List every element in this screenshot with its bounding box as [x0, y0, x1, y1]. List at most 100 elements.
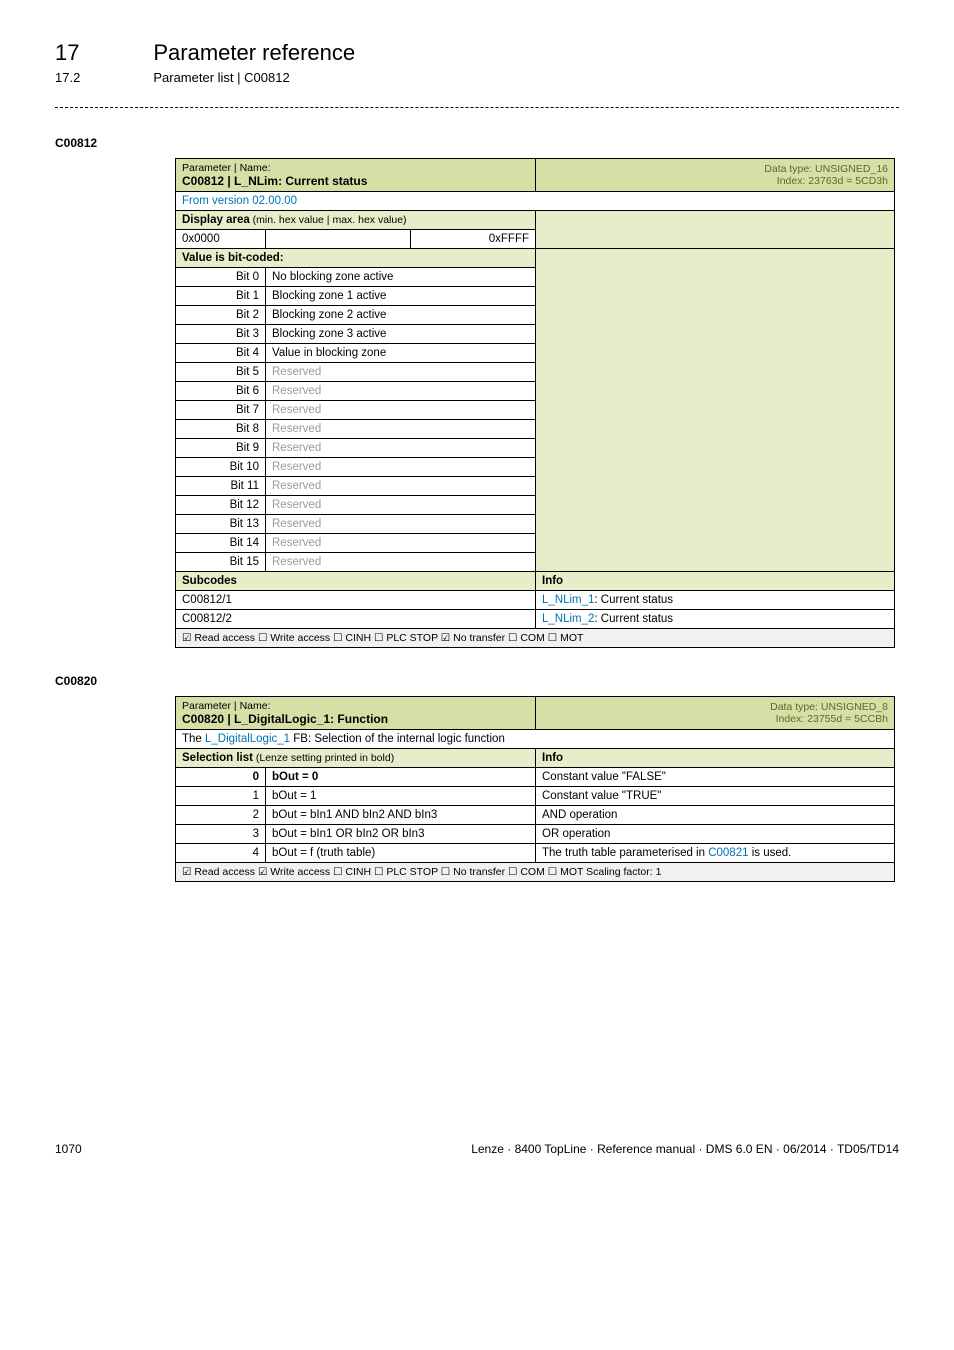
- chapter-title: Parameter reference: [153, 40, 355, 66]
- row-info: AND operation: [536, 806, 895, 825]
- desc-pre: The: [182, 733, 205, 745]
- nlim-link[interactable]: L_NLim_2: [542, 613, 594, 625]
- bit-label: Bit 14: [176, 534, 266, 553]
- param-table-c00820: Parameter | Name: C00820 | L_DigitalLogi…: [175, 696, 895, 882]
- param-name-label: Parameter | Name:: [182, 162, 271, 174]
- bit-label: Bit 1: [176, 287, 266, 306]
- bit-text: Reserved: [266, 496, 536, 515]
- divider: [55, 107, 899, 108]
- bit-text: Value in blocking zone: [266, 344, 536, 363]
- row-value: bOut = bIn1 AND bIn2 AND bIn3: [266, 806, 536, 825]
- page-number: 1070: [55, 1142, 82, 1156]
- bit-label: Bit 2: [176, 306, 266, 325]
- empty-cell: [266, 230, 411, 249]
- table-row: 1 bOut = 1 Constant value "TRUE": [176, 787, 895, 806]
- table-row: 2 bOut = bIn1 AND bIn2 AND bIn3 AND oper…: [176, 806, 895, 825]
- bit-label: Bit 13: [176, 515, 266, 534]
- bit-label: Bit 3: [176, 325, 266, 344]
- empty-cell: [536, 249, 895, 572]
- param-code-heading: C00812: [55, 136, 899, 150]
- param-datatype-cell: Data type: UNSIGNED_16 Index: 23763d = 5…: [536, 159, 895, 192]
- bit-label: Bit 6: [176, 382, 266, 401]
- subcode-info-rest: : Current status: [594, 613, 673, 625]
- selection-list-label: Selection list: [182, 752, 253, 764]
- param-name-main: C00812 | L_NLim: Current status: [182, 174, 367, 188]
- section-number: 17.2: [55, 70, 150, 85]
- nlim-link[interactable]: L_NLim_1: [542, 594, 594, 606]
- row-index: 1: [176, 787, 266, 806]
- bit-text: Reserved: [266, 439, 536, 458]
- digitallogic-link[interactable]: L_DigitalLogic_1: [205, 733, 290, 745]
- row-index: 3: [176, 825, 266, 844]
- table-row: 4 bOut = f (truth table) The truth table…: [176, 844, 895, 863]
- chapter-number: 17: [55, 40, 150, 66]
- display-area-sublabel: (min. hex value | max. hex value): [250, 214, 407, 226]
- row-value: bOut = 0: [266, 768, 536, 787]
- param-title-cell: Parameter | Name: C00812 | L_NLim: Curre…: [176, 159, 536, 192]
- bit-label: Bit 9: [176, 439, 266, 458]
- bit-text: Reserved: [266, 401, 536, 420]
- bit-label: Bit 10: [176, 458, 266, 477]
- doc-id: Lenze · 8400 TopLine · Reference manual …: [471, 1142, 899, 1156]
- row-value: bOut = bIn1 OR bIn2 OR bIn3: [266, 825, 536, 844]
- table-row: 0 bOut = 0 Constant value "FALSE": [176, 768, 895, 787]
- desc-post: FB: Selection of the internal logic func…: [290, 733, 505, 745]
- display-area-header: Display area (min. hex value | max. hex …: [176, 211, 536, 230]
- row-index: 0: [176, 768, 266, 787]
- bit-label: Bit 15: [176, 553, 266, 572]
- row-value: bOut = f (truth table): [266, 844, 536, 863]
- index-label: Index: 23755d = 5CCBh: [776, 713, 888, 725]
- bit-text: Reserved: [266, 363, 536, 382]
- table-row: C00812/2 L_NLim_2: Current status: [176, 610, 895, 629]
- subcodes-header: Subcodes: [176, 572, 536, 591]
- access-footer: ☑ Read access ☐ Write access ☐ CINH ☐ PL…: [176, 629, 895, 648]
- bit-text: Blocking zone 1 active: [266, 287, 536, 306]
- row-info-post: is used.: [749, 847, 792, 859]
- row-info: OR operation: [536, 825, 895, 844]
- param-datatype-cell: Data type: UNSIGNED_8 Index: 23755d = 5C…: [536, 697, 895, 730]
- row-info-pre: The truth table parameterised in: [542, 847, 708, 859]
- hex-high-cell: 0xFFFF: [411, 230, 536, 249]
- bit-text: Blocking zone 3 active: [266, 325, 536, 344]
- bit-coded-header: Value is bit-coded:: [176, 249, 536, 268]
- param-name-main: C00820 | L_DigitalLogic_1: Function: [182, 712, 388, 726]
- page-header: 17 Parameter reference 17.2 Parameter li…: [55, 40, 899, 85]
- bit-text: Reserved: [266, 420, 536, 439]
- hex-low-cell: 0x0000: [176, 230, 266, 249]
- bit-text: Reserved: [266, 553, 536, 572]
- row-info: Constant value "TRUE": [536, 787, 895, 806]
- param-name-label: Parameter | Name:: [182, 700, 271, 712]
- from-version-link[interactable]: From version 02.00.00: [182, 195, 297, 207]
- row-index: 2: [176, 806, 266, 825]
- section-title: Parameter list | C00812: [153, 70, 289, 85]
- bit-text: Reserved: [266, 515, 536, 534]
- access-footer: ☑ Read access ☑ Write access ☐ CINH ☐ PL…: [176, 863, 895, 882]
- subcode-info-rest: : Current status: [594, 594, 673, 606]
- subcode-cell: C00812/1: [176, 591, 536, 610]
- data-type-label: Data type: UNSIGNED_8: [770, 701, 888, 713]
- info-header: Info: [536, 572, 895, 591]
- from-version-cell: From version 02.00.00: [176, 192, 895, 211]
- bit-text: Blocking zone 2 active: [266, 306, 536, 325]
- bit-text: Reserved: [266, 458, 536, 477]
- c00821-link[interactable]: C00821: [708, 847, 748, 859]
- selection-list-header: Selection list (Lenze setting printed in…: [176, 749, 536, 768]
- subcode-info-cell: L_NLim_2: Current status: [536, 610, 895, 629]
- page-footer: 1070 Lenze · 8400 TopLine · Reference ma…: [55, 1142, 899, 1156]
- param-title-cell: Parameter | Name: C00820 | L_DigitalLogi…: [176, 697, 536, 730]
- bit-label: Bit 0: [176, 268, 266, 287]
- bit-text: No blocking zone active: [266, 268, 536, 287]
- bit-text: Reserved: [266, 477, 536, 496]
- bit-text: Reserved: [266, 534, 536, 553]
- bit-label: Bit 8: [176, 420, 266, 439]
- bit-label: Bit 11: [176, 477, 266, 496]
- bit-label: Bit 4: [176, 344, 266, 363]
- description-cell: The L_DigitalLogic_1 FB: Selection of th…: [176, 730, 895, 749]
- bit-label: Bit 12: [176, 496, 266, 515]
- subcode-cell: C00812/2: [176, 610, 536, 629]
- row-value: bOut = 1: [266, 787, 536, 806]
- index-label: Index: 23763d = 5CD3h: [777, 175, 888, 187]
- row-index: 4: [176, 844, 266, 863]
- display-area-label: Display area: [182, 214, 250, 226]
- bit-label: Bit 5: [176, 363, 266, 382]
